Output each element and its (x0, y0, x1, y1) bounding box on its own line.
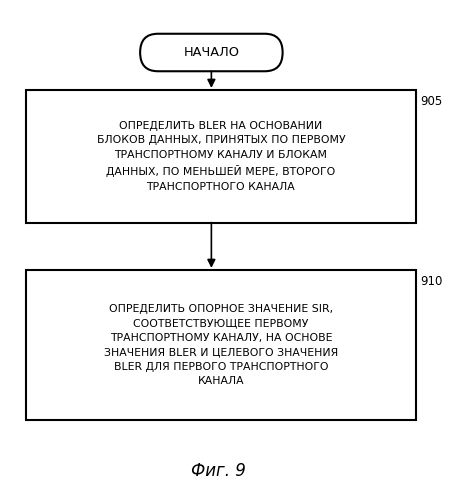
Text: 910: 910 (420, 275, 443, 288)
Text: НАЧАЛО: НАЧАЛО (183, 46, 239, 59)
Text: 905: 905 (420, 95, 443, 108)
FancyBboxPatch shape (140, 34, 283, 71)
Text: ОПРЕДЕЛИТЬ BLER НА ОСНОВАНИИ
БЛОКОВ ДАННЫХ, ПРИНЯТЫХ ПО ПЕРВОМУ
ТРАНСПОРТНОМУ КА: ОПРЕДЕЛИТЬ BLER НА ОСНОВАНИИ БЛОКОВ ДАНН… (96, 121, 345, 192)
Bar (26, 90, 416, 222)
Text: ОПРЕДЕЛИТЬ ОПОРНОЕ ЗНАЧЕНИЕ SIR,
СООТВЕТСТВУЮЩЕЕ ПЕРВОМУ
ТРАНСПОРТНОМУ КАНАЛУ, Н: ОПРЕДЕЛИТЬ ОПОРНОЕ ЗНАЧЕНИЕ SIR, СООТВЕТ… (104, 304, 338, 386)
Text: Фиг. 9: Фиг. 9 (191, 462, 246, 480)
Bar (26, 270, 416, 420)
